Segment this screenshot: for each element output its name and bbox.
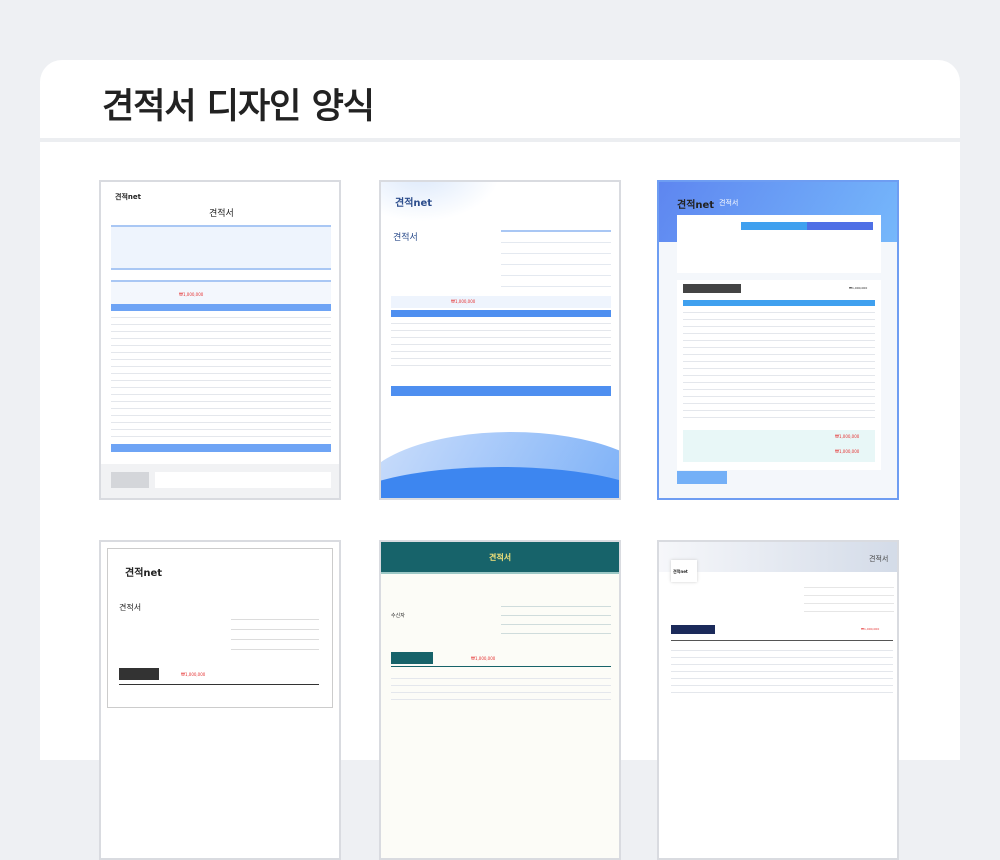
table-row [111,325,331,332]
table-row [683,355,875,362]
template-thumbnail-6[interactable]: 견적서 견적net ₩1,000,000 [657,540,899,860]
table-row [671,651,893,658]
template-thumbnail-5[interactable]: 견적서 수신자 ₩1,000,000 [379,540,621,860]
table-row [671,686,893,693]
table-row [111,318,331,325]
table-row [391,359,611,366]
doc-title: 견적서 [869,555,889,563]
template-thumbnail-1[interactable]: 견적net 견적서 ₩1,000,000 [99,180,341,500]
logo: 견적net [115,193,141,201]
table-row [111,416,331,423]
table-row [671,672,893,679]
item-rows [391,317,611,366]
template-thumbnail-2[interactable]: 견적net 견적서 ₩1,000,000 [379,180,621,500]
doc-title: 견적서 [489,553,512,562]
action-button[interactable] [677,471,727,484]
doc-title: 견적서 [209,209,234,219]
table-row [111,339,331,346]
table-row [683,397,875,404]
table-row [683,334,875,341]
table-row [683,362,875,369]
table-row [671,665,893,672]
table-row [671,644,893,651]
table-row [111,360,331,367]
table-row [111,374,331,381]
item-rows [683,306,875,418]
template-thumbnail-4[interactable]: 견적net 견적서 ₩1,000,000 [99,540,341,860]
table-row [671,658,893,665]
table-row [683,404,875,411]
table-row [111,346,331,353]
table-row [111,381,331,388]
doc-title: 견적서 [119,603,142,612]
logo: 견적net [673,569,688,574]
table-row [391,338,611,345]
table-row [391,693,611,700]
page-title: 견적서 디자인 양식 [102,87,375,127]
table-row [683,306,875,313]
table-row [111,423,331,430]
table-row [391,324,611,331]
item-rows [671,644,893,693]
table-row [111,430,331,437]
table-row [683,348,875,355]
table-row [391,672,611,679]
doc-title: 견적서 [393,233,418,243]
table-row [391,331,611,338]
table-row [683,341,875,348]
table-row [671,679,893,686]
table-row [391,352,611,359]
table-row [111,367,331,374]
total-amount: ₩1,000,000 [861,627,880,631]
table-row [111,311,331,318]
table-row [683,320,875,327]
table-row [111,402,331,409]
logo: 견적net [125,568,163,579]
divider [40,138,960,142]
total-amount: ₩1,000,000 [179,292,204,297]
table-row [683,313,875,320]
total-button [683,284,741,293]
table-row [683,369,875,376]
table-row [683,327,875,334]
total-amount: ₩1,000,000 [451,299,476,304]
logo: 견적net [395,198,433,209]
table-row [111,395,331,402]
table-row [111,353,331,360]
table-row [391,317,611,324]
table-row [683,411,875,418]
template-thumbnail-3[interactable]: 견적net 견적서 ₩1,000,000 ₩1,000,000 ₩1,000,0… [657,180,899,500]
total-amount: ₩1,000,000 [471,656,496,661]
table-row [683,383,875,390]
total-amount: ₩1,000,000 [835,434,860,439]
amount-label: ₩1,000,000 [849,286,868,290]
item-rows [391,672,611,700]
item-rows [111,311,331,437]
table-row [683,376,875,383]
table-row [111,388,331,395]
table-row [391,686,611,693]
memo-button[interactable] [111,472,149,488]
doc-title: 견적서 [719,199,739,207]
vat-amount: ₩1,000,000 [835,449,860,454]
table-row [391,345,611,352]
table-row [683,390,875,397]
table-row [111,332,331,339]
recipient-label: 수신자 [391,613,405,619]
logo: 견적net [677,200,715,211]
total-amount: ₩1,000,000 [181,672,206,677]
table-row [391,679,611,686]
table-row [111,409,331,416]
